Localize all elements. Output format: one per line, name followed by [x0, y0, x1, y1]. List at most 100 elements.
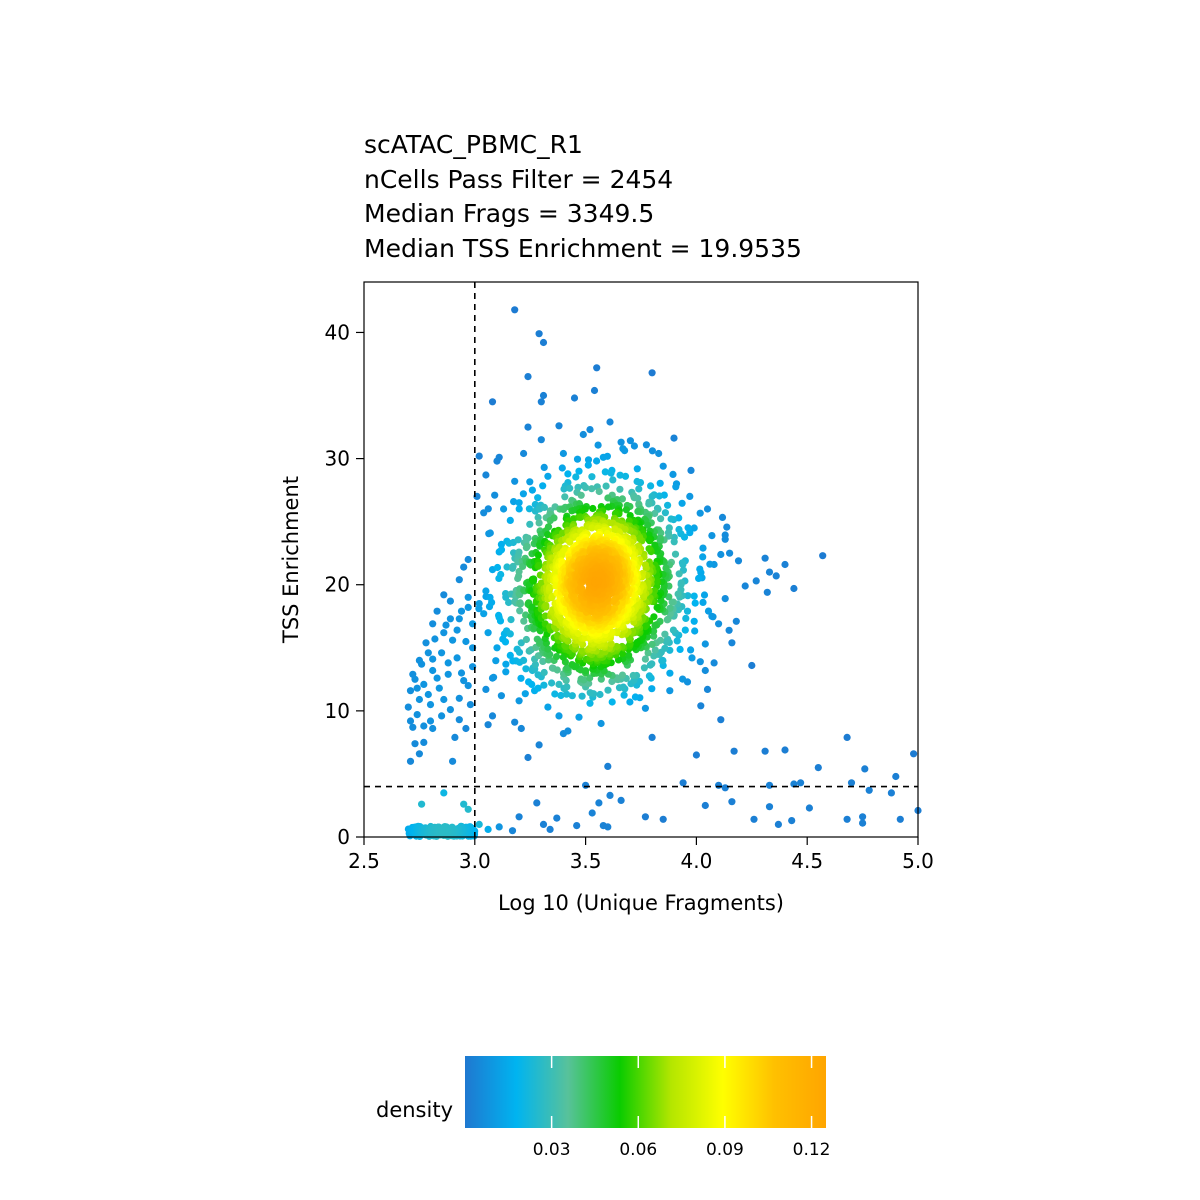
- data-point: [595, 799, 603, 807]
- data-point: [656, 537, 664, 545]
- plot-frame: [363, 281, 919, 838]
- data-point: [535, 741, 543, 749]
- data-point: [455, 615, 463, 623]
- data-point: [534, 494, 542, 502]
- data-point: [493, 457, 501, 465]
- data-point: [446, 615, 454, 623]
- data-point: [435, 684, 443, 692]
- data-point: [630, 494, 638, 502]
- data-point: [577, 675, 585, 683]
- data-point: [748, 661, 756, 670]
- data-point: [415, 695, 423, 704]
- data-point: [577, 491, 585, 499]
- data-point: [690, 617, 698, 625]
- data-point: [491, 491, 499, 499]
- data-point: [582, 781, 590, 789]
- data-point: [790, 584, 798, 593]
- data-point: [539, 657, 547, 666]
- data-point: [544, 645, 552, 653]
- data-point: [681, 626, 689, 634]
- data-point: [604, 494, 612, 502]
- data-point: [634, 507, 642, 515]
- data-point: [608, 628, 616, 636]
- data-point: [555, 422, 563, 430]
- data-point: [734, 557, 743, 565]
- data-point: [573, 822, 581, 830]
- data-point: [690, 524, 698, 532]
- data-point: [539, 820, 548, 829]
- data-point: [616, 485, 624, 493]
- data-point: [411, 675, 419, 683]
- data-point: [584, 461, 592, 469]
- data-point: [420, 722, 428, 730]
- y-tick-label: 30: [325, 447, 350, 471]
- data-point: [534, 513, 542, 522]
- data-point: [572, 662, 580, 670]
- data-point: [564, 470, 572, 478]
- data-point: [553, 666, 561, 674]
- data-point: [553, 653, 561, 661]
- data-point: [420, 738, 428, 747]
- data-point: [551, 690, 559, 698]
- data-point: [488, 598, 496, 607]
- points-layer: [404, 306, 922, 841]
- data-point: [520, 449, 528, 458]
- data-point: [641, 561, 650, 569]
- data-point: [464, 593, 472, 601]
- data-point: [663, 616, 671, 624]
- data-point: [426, 701, 435, 709]
- data-point: [696, 509, 704, 517]
- data-point: [555, 680, 563, 689]
- data-point: [687, 646, 695, 654]
- data-point: [429, 666, 437, 675]
- data-point: [611, 526, 619, 534]
- data-point: [645, 500, 653, 508]
- data-point: [847, 779, 856, 787]
- data-point: [697, 702, 705, 710]
- data-point: [533, 799, 541, 807]
- data-point: [686, 492, 694, 500]
- x-axis: 2.5 3.0 3.5 4.0 4.5 5.0: [348, 837, 934, 873]
- data-point: [797, 779, 805, 787]
- data-point: [631, 693, 640, 701]
- data-point: [517, 724, 525, 733]
- data-point: [819, 552, 827, 560]
- x-tick-label: 4.0: [680, 849, 712, 873]
- data-point: [781, 746, 789, 754]
- data-point: [540, 668, 548, 677]
- data-point: [700, 591, 709, 599]
- data-point: [651, 621, 659, 630]
- data-point: [528, 486, 537, 494]
- data-point: [502, 660, 510, 668]
- data-point: [406, 717, 415, 725]
- data-point: [732, 617, 740, 625]
- data-point: [433, 607, 441, 615]
- legend-tick-label: 0.03: [533, 1140, 571, 1160]
- data-point: [588, 809, 596, 817]
- data-point: [536, 638, 544, 646]
- data-point: [704, 607, 713, 615]
- data-point: [455, 716, 463, 724]
- data-point: [575, 713, 583, 721]
- data-point: [413, 684, 421, 692]
- data-point: [682, 614, 690, 623]
- data-point: [676, 645, 684, 654]
- data-point: [546, 584, 554, 592]
- data-point: [418, 800, 426, 808]
- data-point: [648, 369, 656, 377]
- data-point: [525, 505, 534, 513]
- data-point: [721, 595, 729, 603]
- data-point: [718, 513, 727, 522]
- y-tick-label: 40: [325, 320, 350, 344]
- data-point: [409, 723, 417, 731]
- data-point: [475, 452, 483, 460]
- data-point: [593, 364, 601, 372]
- data-point: [717, 550, 725, 559]
- data-point: [620, 691, 628, 699]
- data-point: [528, 680, 536, 689]
- data-point: [540, 503, 549, 511]
- data-point: [648, 447, 657, 455]
- data-point: [506, 651, 514, 660]
- data-point: [626, 437, 635, 445]
- data-point: [781, 560, 789, 569]
